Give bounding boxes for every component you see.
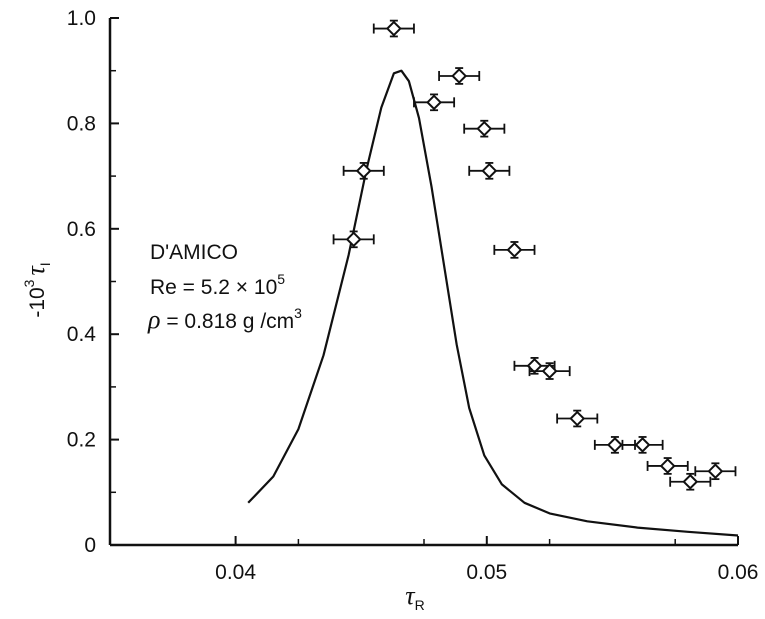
x-tick-label: 0.06: [718, 561, 759, 584]
annotation-re-exponent: 5: [277, 271, 285, 287]
data-point: [463, 119, 506, 138]
x-tick-label: 0.04: [215, 561, 256, 584]
annotation-re-text: Re = 5.2 × 10: [150, 276, 277, 299]
annotation-line3: ρ = 0.818 g /cm3: [147, 305, 302, 334]
annotation-rho-text: = 0.818 g /cm: [160, 310, 294, 333]
diamond-marker: [476, 120, 493, 137]
data-point: [621, 436, 664, 454]
annotation-line1: D'AMICO: [150, 241, 238, 264]
diamond-marker: [606, 436, 623, 453]
data-point: [438, 67, 481, 85]
diamond-marker: [506, 241, 523, 258]
data-point: [493, 241, 536, 259]
data-points-layer: [332, 19, 737, 491]
y-axis-symbol: τ: [21, 265, 50, 276]
axes: 0.04 0.05 0.06 0 0.2 0.4 0.6 0.8 1.0: [67, 7, 759, 584]
y-axis-exponent: 3: [21, 279, 37, 287]
diamond-marker: [345, 231, 362, 248]
diamond-marker: [526, 357, 543, 374]
diamond-marker: [451, 68, 468, 84]
model-curve: [247, 69, 739, 537]
y-tick-label: 0.4: [67, 323, 97, 346]
data-point: [528, 362, 571, 380]
data-point: [669, 472, 712, 491]
x-tick-label: 0.05: [466, 561, 507, 584]
x-axis-label: τR: [405, 581, 424, 613]
y-axis-label: -103 τI: [21, 262, 53, 317]
y-tick-label: 0.2: [67, 429, 96, 452]
diamond-marker: [707, 463, 724, 480]
data-point: [413, 93, 456, 112]
annotation-rho-exponent: 3: [294, 305, 302, 321]
x-axis-subscript: R: [415, 597, 425, 613]
diamond-marker: [355, 162, 372, 179]
diamond-marker: [541, 363, 558, 380]
model-curve-layer: [247, 69, 739, 537]
diamond-marker: [385, 20, 402, 37]
data-point: [372, 19, 415, 38]
diamond-marker: [682, 473, 699, 490]
data-point: [342, 162, 385, 180]
data-point: [468, 162, 511, 180]
data-point: [694, 462, 737, 481]
x-axis-symbol: τ: [405, 581, 416, 610]
y-axis-subscript: I: [37, 262, 53, 266]
y-tick-label: 0.6: [67, 218, 96, 241]
data-point: [332, 230, 375, 249]
y-tick-label: 0: [84, 534, 96, 557]
data-point: [556, 409, 599, 428]
y-tick-label: 0.8: [67, 112, 96, 135]
diamond-marker: [481, 162, 498, 179]
diamond-marker: [426, 94, 442, 111]
annotation-line2: Re = 5.2 × 105: [150, 271, 285, 299]
y-axis-prefix: -10: [26, 287, 49, 317]
data-point: [646, 457, 689, 475]
y-tick-label: 1.0: [67, 7, 96, 30]
diamond-marker: [659, 458, 676, 474]
annotation-rho-symbol: ρ: [147, 305, 160, 334]
diamond-marker: [569, 410, 586, 427]
diamond-marker: [634, 436, 651, 453]
